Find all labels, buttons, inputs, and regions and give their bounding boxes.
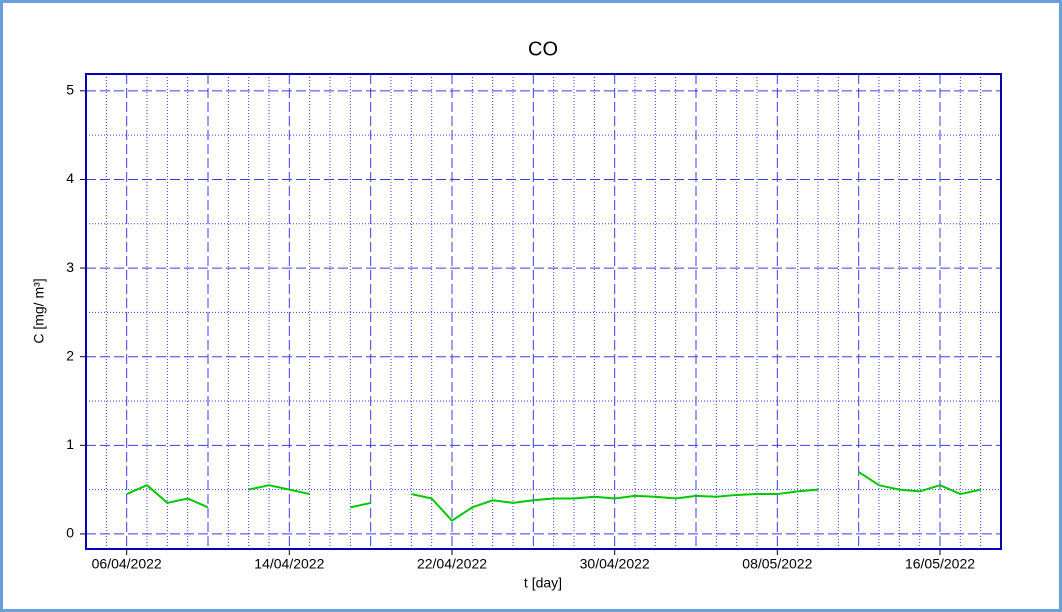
y-tick-label: 2 (66, 347, 74, 363)
x-tick-label: 22/04/2022 (417, 556, 487, 572)
y-tick-label: 0 (66, 525, 74, 541)
y-tick-label: 4 (66, 170, 74, 186)
y-tick-label: 3 (66, 259, 74, 275)
data-line (126, 471, 981, 522)
chart-title: CO (528, 38, 558, 60)
y-tick-label: 1 (66, 436, 74, 452)
plot-frame (85, 73, 1002, 550)
x-axis-label: t [day] (524, 575, 562, 591)
x-tick-label: 16/05/2022 (905, 556, 975, 572)
x-tick-label: 14/04/2022 (254, 556, 324, 572)
x-tick-label: 30/04/2022 (580, 556, 650, 572)
x-tick-label: 06/04/2022 (92, 556, 162, 572)
y-axis-label: C [mg/ m³] (31, 278, 47, 343)
x-tick-label: 08/05/2022 (742, 556, 812, 572)
y-tick-label: 5 (66, 82, 74, 98)
